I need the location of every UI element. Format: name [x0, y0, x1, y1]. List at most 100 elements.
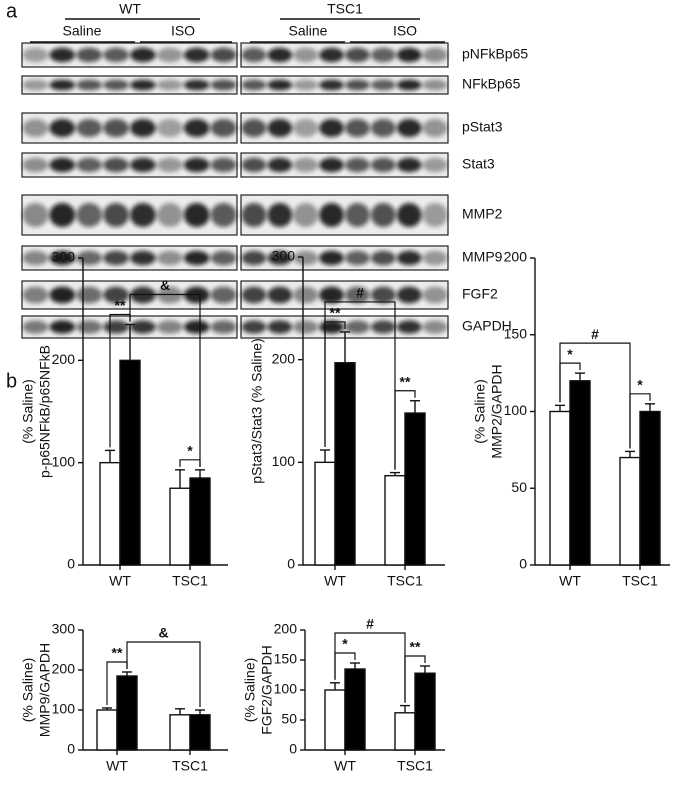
- blot-band: [319, 119, 344, 137]
- y-tick-label: 150: [504, 325, 528, 341]
- blot-band: [319, 157, 344, 173]
- blot-band: [156, 320, 183, 334]
- significance-bracket: [324, 321, 346, 448]
- blot-band: [319, 47, 344, 63]
- blot-band: [210, 79, 237, 91]
- blot-band: [396, 79, 422, 91]
- bar: [639, 410, 661, 566]
- x-tick-label: WT: [109, 573, 131, 589]
- blot-band: [130, 320, 156, 334]
- significance-label: *: [567, 346, 573, 362]
- blot-band: [22, 47, 49, 63]
- blot-band: [103, 157, 129, 173]
- treatment-label: ISO: [393, 23, 417, 39]
- significance-label: &: [160, 277, 170, 293]
- significance-bracket: [629, 393, 651, 449]
- blot-label: GAPDH: [462, 318, 512, 334]
- blot-band: [345, 79, 370, 91]
- y-tick-label: 0: [67, 741, 75, 757]
- blot-band: [210, 47, 237, 63]
- y-axis-label: FGF2/GAPDH: [259, 645, 275, 734]
- y-tick-label: 100: [274, 681, 298, 697]
- blot-band: [345, 47, 370, 63]
- blot-band: [210, 203, 237, 227]
- blot-label: MMP2: [462, 206, 503, 222]
- x-tick-label: WT: [334, 758, 356, 774]
- y-tick-label: 300: [52, 621, 76, 637]
- blot-band: [396, 286, 422, 304]
- blot-band: [267, 47, 293, 63]
- blot-band: [319, 250, 344, 266]
- blot-band: [293, 203, 319, 227]
- y-axis-label: (% Saline): [472, 379, 488, 444]
- blot-band: [156, 47, 183, 63]
- blot-panel: [21, 75, 238, 95]
- blot-band: [267, 203, 293, 227]
- bar: [169, 487, 191, 566]
- blot-band: [76, 203, 103, 227]
- blot-band: [396, 320, 422, 334]
- blot-band: [370, 250, 396, 266]
- treatment-label: ISO: [171, 23, 195, 39]
- y-tick-label: 200: [274, 621, 298, 637]
- bar: [619, 456, 641, 566]
- blot-band: [103, 79, 129, 91]
- blot-band: [241, 119, 267, 137]
- blot-band: [241, 250, 267, 266]
- significance-label: #: [591, 326, 599, 342]
- significance-label: **: [410, 639, 421, 655]
- blot-band: [103, 203, 129, 227]
- blot-band: [293, 157, 319, 173]
- bar: [189, 477, 211, 566]
- blot-band: [22, 250, 49, 266]
- bar: [384, 474, 406, 566]
- blot-band: [22, 157, 49, 173]
- blot-band: [156, 119, 183, 137]
- blot-band: [183, 320, 210, 334]
- significance-label: *: [637, 377, 643, 393]
- blot-band: [103, 47, 129, 63]
- blot-band: [76, 79, 103, 91]
- y-tick-label: 0: [287, 556, 295, 572]
- panel-label: b: [6, 370, 17, 392]
- y-axis-label: MMP2/GAPDH: [489, 364, 505, 458]
- blot-band: [22, 286, 49, 304]
- significance-label: *: [187, 443, 193, 459]
- bar: [394, 712, 416, 751]
- significance-label: **: [112, 645, 123, 661]
- blot-band: [49, 320, 76, 334]
- blot-band: [210, 157, 237, 173]
- blot-band: [183, 157, 210, 173]
- blot-band: [130, 79, 156, 91]
- significance-label: **: [115, 297, 126, 313]
- bar: [189, 714, 211, 751]
- blot-band: [370, 79, 396, 91]
- y-tick-label: 150: [274, 651, 298, 667]
- blot-band: [370, 157, 396, 173]
- blot-band: [130, 250, 156, 266]
- blot-band: [319, 203, 344, 227]
- blot-label: NFkBp65: [462, 76, 521, 92]
- bar: [404, 412, 426, 566]
- blot-band: [293, 286, 319, 304]
- blot-band: [422, 286, 448, 304]
- blot-label: MMP9: [462, 249, 503, 265]
- bar: [99, 461, 121, 566]
- bar: [549, 410, 571, 566]
- blot-band: [103, 320, 129, 334]
- blot-band: [422, 79, 448, 91]
- bar: [344, 668, 366, 751]
- blot-band: [293, 250, 319, 266]
- blot-band: [319, 79, 344, 91]
- y-axis-label: (% Saline): [20, 379, 36, 444]
- x-tick-label: TSC1: [397, 758, 433, 774]
- blot-band: [241, 47, 267, 63]
- blot-band: [370, 320, 396, 334]
- blot-band: [49, 286, 76, 304]
- blot-band: [422, 119, 448, 137]
- blot-band: [76, 119, 103, 137]
- blot-band: [241, 286, 267, 304]
- blot-band: [422, 203, 448, 227]
- blot-band: [267, 250, 293, 266]
